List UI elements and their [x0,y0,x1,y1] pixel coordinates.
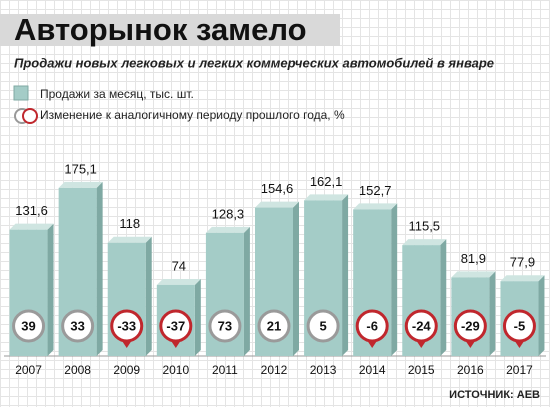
bar-side [391,203,398,356]
bar-side [47,223,54,356]
value-label: 131,6 [15,203,48,218]
x-tick-label: 2013 [310,363,337,377]
x-tick-label: 2012 [261,363,288,377]
change-label: -29 [461,318,480,333]
change-marker [159,309,193,343]
change-label: -24 [412,318,432,333]
bar-top [304,194,349,201]
change-label: -6 [366,318,378,333]
legend-marker [22,108,38,124]
bar-top [205,226,250,233]
x-tick-label: 2014 [359,363,386,377]
value-label: 81,9 [461,251,486,266]
bar-top [107,236,152,243]
change-marker [61,309,95,343]
x-tick-label: 2017 [506,363,533,377]
change-marker [355,309,389,343]
bar-top [353,203,398,210]
change-label: -5 [514,318,526,333]
value-label: 152,7 [359,183,392,198]
legend: Продажи за месяц, тыс. шт. Изменение к а… [13,85,345,124]
bar-side [489,271,496,356]
value-label: 154,6 [261,181,294,196]
bar-side [342,194,349,356]
change-marker [453,309,487,343]
change-label: -37 [166,318,185,333]
change-label: 39 [21,318,35,333]
change-marker [12,309,46,343]
value-label: 162,1 [310,174,343,189]
bar-top [500,275,545,282]
bar-top [255,201,299,208]
x-tick-label: 2009 [113,363,140,377]
change-marker [306,309,340,343]
title-band [0,14,340,46]
legend-swatch [13,85,29,101]
x-tick-label: 2010 [162,363,189,377]
change-label: -33 [117,318,136,333]
value-label: 175,1 [64,161,97,176]
source: ИСТОЧНИК: АЕВ [449,389,540,401]
change-marker [502,309,536,343]
change-label: 5 [319,318,326,333]
x-tick-label: 2016 [457,363,484,377]
legend-label: Продажи за месяц, тыс. шт. [40,87,194,101]
bar-top [58,181,103,188]
change-label: 73 [218,318,232,333]
bar-top [402,239,447,246]
bar-top [451,271,496,278]
bar-side [145,236,152,356]
change-label: 21 [267,318,281,333]
change-marker [208,309,242,343]
x-tick-label: 2015 [408,363,435,377]
legend-label: Изменение к аналогичному периоду прошлог… [40,108,345,122]
x-tick-label: 2011 [212,363,238,377]
bar-side [293,201,299,356]
bar-side [194,278,201,356]
x-tick-label: 2008 [64,363,91,377]
bar-side [96,181,103,356]
change-marker [110,309,144,343]
chart-subtitle: Продажи новых легковых и легких коммерче… [14,55,494,70]
chart-title: Авторынок замело [14,12,307,47]
bar-top [9,223,54,230]
value-label: 115,5 [408,219,440,234]
change-label: 33 [70,318,84,333]
bar-side [538,275,545,356]
value-label: 74 [172,258,186,273]
change-marker [404,309,438,343]
value-label: 118 [119,216,140,231]
value-label: 128,3 [212,206,245,221]
bar-side [440,239,447,356]
value-label: 77,9 [510,255,535,270]
change-marker [257,309,291,343]
bar-top [156,278,201,285]
bar-side [243,226,250,356]
x-tick-label: 2007 [15,363,42,377]
